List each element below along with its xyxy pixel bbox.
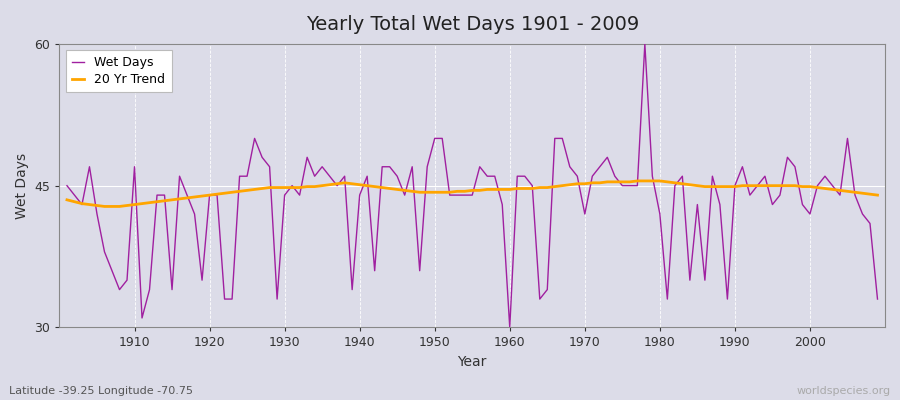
Wet Days xyxy=(639,42,650,46)
Wet Days xyxy=(602,155,613,160)
Text: worldspecies.org: worldspecies.org xyxy=(796,386,891,396)
Text: Latitude -39.25 Longitude -70.75: Latitude -39.25 Longitude -70.75 xyxy=(9,386,193,396)
X-axis label: Year: Year xyxy=(457,355,487,369)
Legend: Wet Days, 20 Yr Trend: Wet Days, 20 Yr Trend xyxy=(66,50,172,92)
Wet Days xyxy=(872,297,883,302)
Wet Days xyxy=(287,183,298,188)
Wet Days xyxy=(497,202,508,207)
Wet Days xyxy=(332,183,343,188)
Wet Days xyxy=(61,183,72,188)
Line: Wet Days: Wet Days xyxy=(67,44,878,328)
Line: 20 Yr Trend: 20 Yr Trend xyxy=(67,181,878,206)
20 Yr Trend xyxy=(294,185,305,190)
20 Yr Trend xyxy=(504,187,515,192)
Y-axis label: Wet Days: Wet Days xyxy=(15,152,29,219)
20 Yr Trend xyxy=(602,180,613,184)
Wet Days xyxy=(504,325,515,330)
20 Yr Trend xyxy=(339,180,350,185)
Wet Days xyxy=(122,278,132,282)
20 Yr Trend xyxy=(129,202,140,207)
20 Yr Trend xyxy=(512,186,523,191)
20 Yr Trend xyxy=(632,178,643,183)
Title: Yearly Total Wet Days 1901 - 2009: Yearly Total Wet Days 1901 - 2009 xyxy=(306,15,639,34)
20 Yr Trend xyxy=(61,198,72,202)
20 Yr Trend xyxy=(872,193,883,198)
20 Yr Trend xyxy=(99,204,110,209)
Wet Days xyxy=(512,174,523,179)
